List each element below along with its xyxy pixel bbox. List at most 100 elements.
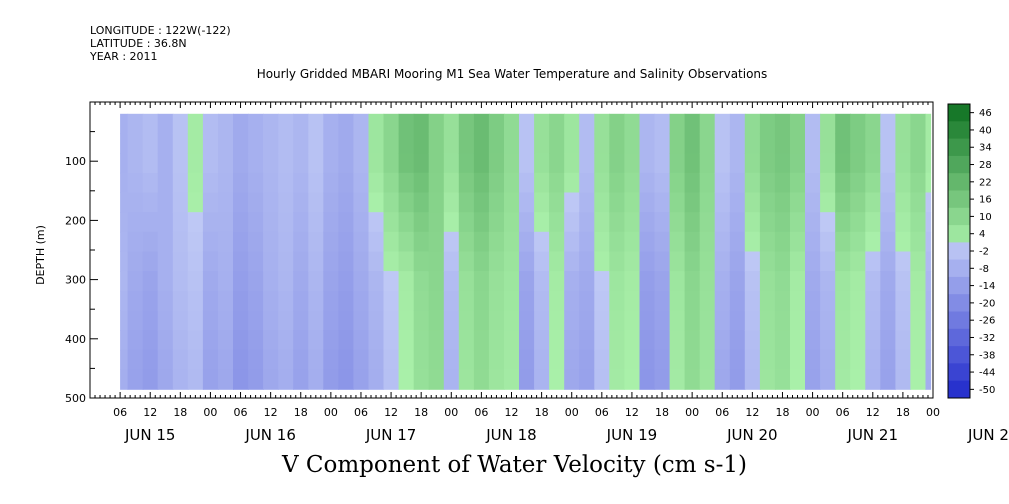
heatmap-cell bbox=[820, 172, 836, 194]
heatmap-cell bbox=[805, 113, 821, 135]
heatmap-cell bbox=[579, 231, 595, 253]
heatmap-cell bbox=[368, 113, 385, 135]
colorbar-label: -50 bbox=[979, 385, 995, 396]
heatmap-cell bbox=[202, 310, 219, 331]
colorbar-label: 16 bbox=[979, 195, 992, 206]
hour-tick-label: 12 bbox=[505, 406, 519, 419]
heatmap-cell bbox=[263, 192, 279, 213]
heatmap-cell bbox=[790, 133, 806, 154]
heatmap-cell bbox=[759, 133, 776, 154]
heatmap-cell bbox=[714, 349, 731, 371]
heatmap-cell bbox=[684, 212, 701, 233]
heatmap-cell bbox=[519, 133, 535, 154]
heatmap-cell bbox=[564, 330, 580, 351]
heatmap-cell bbox=[744, 290, 761, 312]
heatmap-cell bbox=[368, 349, 385, 371]
heatmap-cell bbox=[398, 172, 415, 194]
heatmap-cell bbox=[759, 212, 776, 233]
heatmap-cell bbox=[910, 113, 927, 135]
heatmap-cell bbox=[323, 172, 339, 194]
heatmap-cell bbox=[278, 231, 294, 253]
heatmap-cell bbox=[880, 153, 896, 174]
heatmap-cell bbox=[729, 192, 746, 213]
heatmap-cell bbox=[534, 310, 550, 331]
heatmap-cell bbox=[293, 369, 309, 390]
day-label: JUN 15 bbox=[124, 426, 175, 444]
heatmap-cell bbox=[699, 290, 716, 312]
heatmap-cell bbox=[579, 251, 595, 272]
heatmap-cell bbox=[805, 231, 821, 253]
heatmap-cell bbox=[654, 192, 671, 213]
heatmap-cell bbox=[263, 212, 279, 233]
heatmap-cell bbox=[519, 212, 535, 233]
heatmap-cell bbox=[820, 349, 836, 371]
heatmap-cell bbox=[202, 290, 219, 312]
longitude-label: LONGITUDE : 122W(-122) bbox=[90, 24, 231, 37]
hour-tick-label: 00 bbox=[806, 406, 820, 419]
heatmap-cell bbox=[714, 133, 731, 154]
heatmap-cell bbox=[609, 113, 625, 135]
colorbar-swatch bbox=[948, 138, 970, 157]
heatmap-cell bbox=[338, 192, 355, 213]
heatmap-cell bbox=[534, 172, 550, 194]
heatmap-cell bbox=[278, 349, 294, 371]
heatmap-cell bbox=[579, 192, 595, 213]
heatmap-cell bbox=[120, 172, 129, 194]
heatmap-cell bbox=[519, 231, 535, 253]
heatmap-cell bbox=[699, 310, 716, 331]
heatmap-cell bbox=[549, 153, 565, 174]
heatmap-cell bbox=[398, 133, 415, 154]
heatmap-cell bbox=[805, 290, 821, 312]
heatmap-cell bbox=[624, 369, 641, 390]
heatmap-cell bbox=[428, 251, 445, 272]
heatmap-cell bbox=[654, 310, 671, 331]
colorbar: 46 40 34 28 22 16 10 4 -2 -8 -14 -20 -26 -32 -38 -44 -50 bbox=[947, 103, 995, 399]
heatmap-cell bbox=[910, 172, 927, 194]
heatmap-cell bbox=[759, 330, 776, 351]
heatmap-cell bbox=[624, 172, 641, 194]
heatmap-cell bbox=[835, 172, 851, 194]
year-label: YEAR : 2011 bbox=[90, 50, 158, 63]
heatmap-cell bbox=[774, 172, 791, 194]
heatmap-cell bbox=[639, 290, 656, 312]
heatmap-cell bbox=[308, 349, 324, 371]
heatmap-cell bbox=[172, 290, 189, 312]
heatmap-cell bbox=[428, 133, 445, 154]
heatmap-cell bbox=[142, 330, 159, 351]
heatmap-cell bbox=[925, 310, 932, 331]
heatmap-cell bbox=[157, 330, 174, 351]
hour-tick-label: 18 bbox=[535, 406, 549, 419]
heatmap-cell bbox=[714, 310, 731, 331]
heatmap-cell bbox=[504, 349, 520, 371]
colorbar-label: -26 bbox=[979, 316, 995, 327]
heatmap-cell bbox=[820, 192, 836, 213]
colorbar-swatch bbox=[948, 242, 970, 261]
heatmap-cell bbox=[519, 349, 535, 371]
heatmap-cell bbox=[187, 231, 204, 253]
heatmap-cell bbox=[534, 369, 550, 390]
heatmap-cell bbox=[774, 231, 791, 253]
heatmap-cell bbox=[729, 310, 746, 331]
heatmap-cell bbox=[293, 153, 309, 174]
heatmap-cell bbox=[774, 251, 791, 272]
heatmap-cell bbox=[504, 290, 520, 312]
heatmap-cell bbox=[624, 231, 641, 253]
heatmap-cell bbox=[278, 133, 294, 154]
heatmap-cell bbox=[759, 310, 776, 331]
heatmap-cell bbox=[443, 113, 460, 135]
heatmap-cell bbox=[218, 349, 234, 371]
heatmap-cell bbox=[323, 133, 339, 154]
heatmap-cell bbox=[684, 153, 701, 174]
heatmap-cell bbox=[729, 212, 746, 233]
heatmap-cell bbox=[398, 251, 415, 272]
heatmap-cell bbox=[293, 133, 309, 154]
hour-tick-label: 18 bbox=[294, 406, 308, 419]
heatmap-cell bbox=[850, 290, 866, 312]
heatmap-cell bbox=[759, 271, 776, 292]
heatmap-cell bbox=[233, 133, 249, 154]
heatmap-cell bbox=[669, 369, 686, 390]
heatmap-cell bbox=[187, 271, 204, 292]
hour-tick-label: 12 bbox=[143, 406, 157, 419]
heatmap-cell bbox=[729, 133, 746, 154]
heatmap-cell bbox=[142, 349, 159, 371]
